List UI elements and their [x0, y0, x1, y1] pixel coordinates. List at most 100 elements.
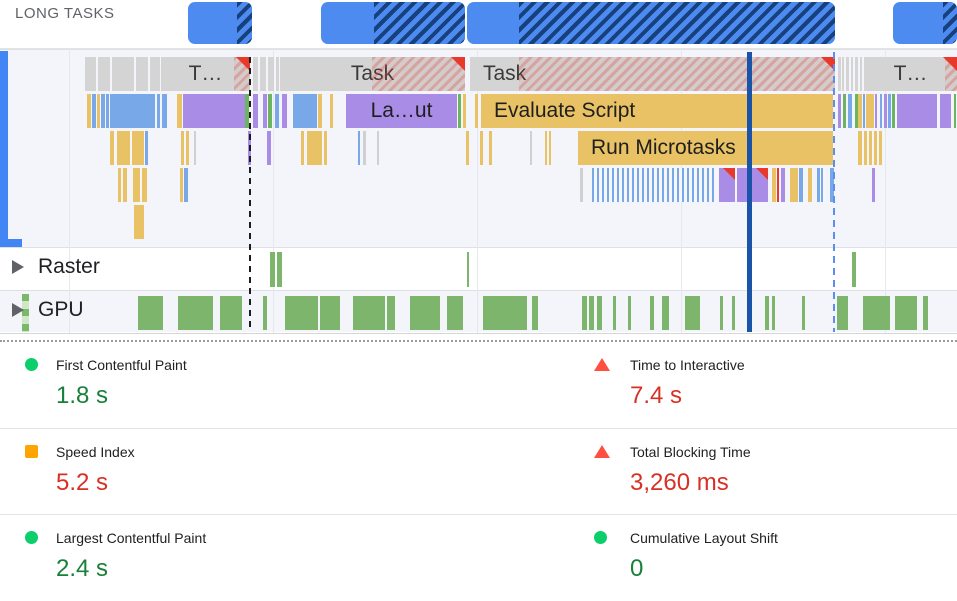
gpu-activity-bar[interactable] — [178, 296, 213, 330]
gpu-activity-bar[interactable] — [923, 296, 928, 330]
gpu-activity-bar[interactable] — [685, 296, 700, 330]
flame-bar[interactable] — [318, 94, 322, 128]
flame-bar[interactable] — [838, 94, 841, 128]
flame-bar[interactable] — [117, 131, 130, 165]
flame-bar[interactable] — [888, 94, 891, 128]
flame-bar[interactable] — [848, 94, 852, 128]
raster-track-toggle[interactable]: Raster — [12, 255, 100, 278]
flame-bar[interactable] — [118, 168, 121, 202]
flame-bar[interactable] — [253, 57, 258, 91]
long-task-pill[interactable] — [188, 2, 252, 44]
gpu-activity-bar[interactable] — [802, 296, 805, 330]
flame-bar[interactable] — [186, 131, 189, 165]
flame-bar[interactable] — [145, 131, 148, 165]
flame-bar[interactable] — [897, 94, 937, 128]
flame-bar[interactable] — [858, 131, 862, 165]
flame-bar[interactable] — [183, 94, 186, 128]
gpu-activity-bar[interactable] — [263, 296, 267, 330]
raster-activity-bar[interactable] — [270, 252, 275, 287]
gpu-activity-bar[interactable] — [410, 296, 440, 330]
gpu-activity-bar[interactable] — [720, 296, 723, 330]
flame-bar[interactable] — [162, 94, 167, 128]
gpu-activity-bar[interactable] — [387, 296, 395, 330]
gpu-track-toggle[interactable]: GPU — [12, 298, 84, 321]
flame-bar[interactable] — [85, 57, 96, 91]
flame-bar[interactable] — [592, 168, 717, 202]
flame-bar[interactable] — [330, 94, 333, 128]
flame-bar[interactable] — [781, 168, 785, 202]
flame-bar[interactable] — [772, 168, 776, 202]
flame-bar[interactable] — [842, 57, 844, 91]
flame-bar[interactable] — [260, 57, 266, 91]
flame-bar[interactable] — [377, 131, 379, 165]
flame-bar[interactable] — [180, 168, 183, 202]
gpu-activity-bar[interactable] — [589, 296, 594, 330]
flame-bar[interactable] — [843, 94, 846, 128]
flame-bar[interactable] — [858, 94, 862, 128]
flame-bar[interactable] — [879, 131, 882, 165]
gpu-activity-bar[interactable] — [650, 296, 654, 330]
flame-bar[interactable] — [549, 131, 551, 165]
flame-bar[interactable] — [275, 94, 279, 128]
disclosure-triangle-icon[interactable] — [12, 260, 24, 274]
flame-bar[interactable] — [87, 94, 91, 128]
flame-bar[interactable] — [777, 168, 779, 202]
raster-activity-bar[interactable] — [852, 252, 856, 287]
flame-bar[interactable] — [293, 94, 317, 128]
flame-bar[interactable] — [268, 94, 272, 128]
flame-bar[interactable] — [866, 94, 874, 128]
flame-bar[interactable] — [97, 94, 100, 128]
flame-bar-task[interactable]: Task — [470, 57, 835, 91]
flame-bar[interactable] — [276, 57, 279, 91]
flame-bar[interactable] — [282, 94, 287, 128]
gpu-activity-bar[interactable] — [732, 296, 735, 330]
gpu-activity-bar[interactable] — [447, 296, 463, 330]
flame-bar-t[interactable]: T… — [161, 57, 250, 91]
flame-bar[interactable] — [301, 131, 304, 165]
flame-bar[interactable] — [892, 94, 895, 128]
gpu-activity-bar[interactable] — [772, 296, 775, 330]
flame-bar[interactable] — [737, 168, 768, 202]
long-task-pill[interactable] — [321, 2, 465, 44]
flame-bar[interactable] — [940, 94, 951, 128]
gpu-activity-bar[interactable] — [582, 296, 587, 330]
flame-bar[interactable] — [157, 94, 160, 128]
flame-bar[interactable] — [92, 94, 96, 128]
flame-bar[interactable] — [263, 94, 267, 128]
flame-bar[interactable] — [874, 131, 877, 165]
flame-bar[interactable] — [863, 94, 865, 128]
flame-bar[interactable] — [106, 94, 109, 128]
gpu-activity-bar[interactable] — [597, 296, 602, 330]
flame-bar[interactable] — [851, 57, 853, 91]
flame-bar[interactable] — [98, 57, 110, 91]
flame-bar[interactable] — [884, 94, 887, 128]
flame-bar[interactable] — [245, 94, 249, 128]
raster-activity-bar[interactable] — [277, 252, 282, 287]
flame-bar[interactable] — [855, 94, 858, 128]
flame-bar[interactable] — [463, 94, 466, 128]
gpu-activity-bar[interactable] — [765, 296, 769, 330]
flame-bar[interactable] — [307, 131, 322, 165]
flame-bar[interactable] — [358, 131, 360, 165]
flame-bar-task[interactable]: Task — [280, 57, 465, 91]
flame-bar[interactable] — [110, 131, 114, 165]
flame-bar[interactable] — [864, 131, 867, 165]
flame-bar[interactable] — [545, 131, 547, 165]
gpu-activity-bar[interactable] — [863, 296, 890, 330]
flame-bar[interactable] — [790, 168, 798, 202]
flame-bar[interactable] — [475, 94, 478, 128]
long-task-pill[interactable] — [467, 2, 835, 44]
flame-bar[interactable] — [838, 57, 841, 91]
flame-bar[interactable] — [860, 57, 862, 91]
gpu-activity-bar[interactable] — [837, 296, 848, 330]
flame-bar[interactable] — [719, 168, 735, 202]
flame-bar[interactable] — [458, 94, 461, 128]
flame-chart[interactable]: T… Task Task T… La…ut Evaluate Script Run Micr… — [0, 49, 957, 333]
flame-bar[interactable] — [110, 94, 155, 128]
gpu-activity-bar[interactable] — [285, 296, 318, 330]
flame-bar[interactable] — [363, 131, 366, 165]
gpu-activity-bar[interactable] — [138, 296, 163, 330]
gpu-activity-bar[interactable] — [320, 296, 340, 330]
flame-bar[interactable] — [530, 131, 532, 165]
flame-bar[interactable] — [799, 168, 803, 202]
